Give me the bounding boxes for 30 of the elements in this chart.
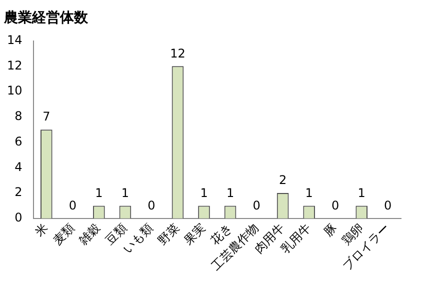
data-label: 2 (278, 173, 287, 188)
data-label: 1 (226, 186, 234, 200)
data-label: 0 (332, 198, 340, 213)
data-label: 1 (358, 186, 366, 200)
chart-title: 農業経営体数 (3, 10, 89, 26)
x-tick-label: 果実 (181, 220, 208, 248)
data-label: 12 (170, 46, 186, 60)
y-tick-label: 10 (6, 84, 22, 98)
data-label: 1 (95, 186, 103, 200)
data-label: 0 (252, 198, 260, 213)
y-tick-label: 0 (14, 210, 22, 225)
x-tick-label: 豆類 (102, 220, 130, 248)
data-label: 1 (200, 186, 208, 200)
data-label: 1 (305, 186, 313, 200)
y-tick-label: 2 (14, 185, 22, 200)
data-label: 1 (121, 186, 130, 200)
data-label: 0 (148, 198, 156, 213)
x-tick-label: 野菜 (155, 220, 182, 248)
x-tick-label: 米 (32, 220, 51, 240)
x-tick-label: 麦類 (50, 220, 77, 248)
y-tick-label: 12 (6, 58, 22, 72)
data-label: 0 (68, 198, 76, 213)
y-tick-label: 8 (14, 109, 22, 124)
y-tick-label: 14 (6, 32, 22, 47)
x-tick-label: 雑穀 (76, 220, 104, 248)
data-label: 7 (42, 110, 50, 124)
x-tick-label: 豚 (321, 220, 340, 240)
data-label: 0 (384, 198, 392, 213)
y-tick-label: 4 (14, 160, 22, 174)
y-tick-label: 6 (14, 134, 22, 148)
